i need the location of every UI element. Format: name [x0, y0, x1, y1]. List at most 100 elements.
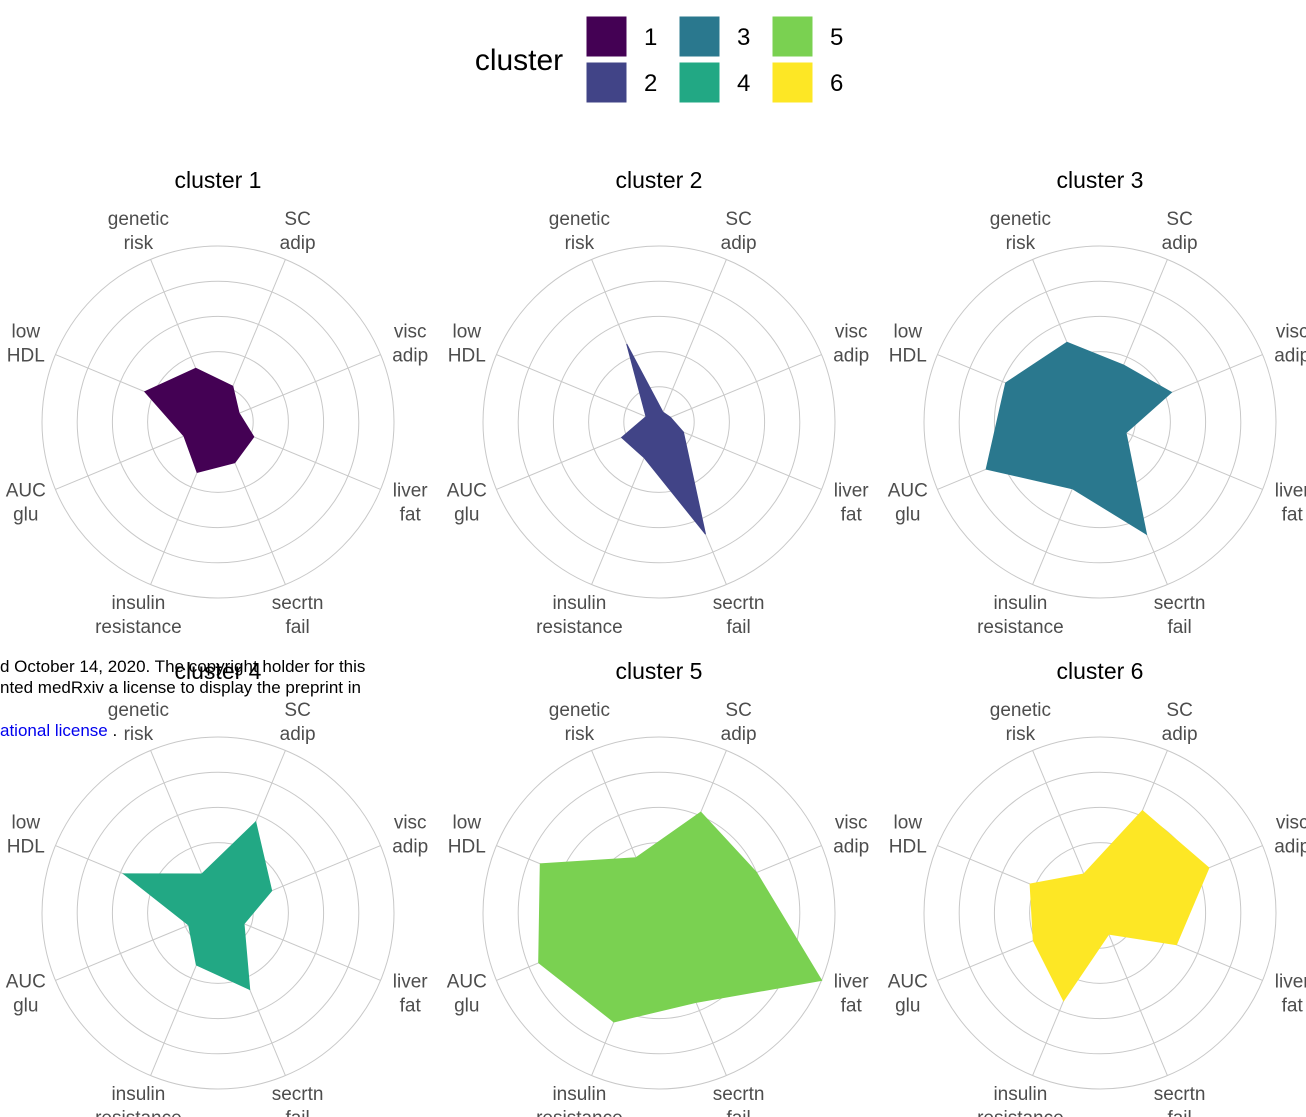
grid-ring-3: [993, 806, 1207, 1020]
legend-label-5: 5: [830, 24, 843, 51]
panel-title-cluster-5: cluster 5: [616, 658, 703, 684]
grid-ring-2: [147, 842, 289, 984]
spoke-2: [217, 354, 381, 423]
legend-swatch-3: [678, 15, 721, 58]
axis-label-7: low HDL: [7, 812, 45, 857]
axis-label-8: genetic risk: [108, 700, 169, 745]
panel-title-cluster-3: cluster 3: [1057, 167, 1144, 193]
grid-ring-4: [76, 771, 360, 1055]
axis-label-6: AUC glu: [6, 481, 46, 526]
spoke-7: [496, 354, 660, 423]
legend-swatch-2: [585, 61, 628, 104]
grid-ring-4: [958, 280, 1242, 564]
axis-label-7: low HDL: [889, 812, 927, 857]
license-link[interactable]: ational license: [0, 721, 108, 740]
grid-ring-3: [993, 315, 1207, 529]
axis-label-1: SC adip: [1162, 209, 1198, 254]
axis-label-8: genetic risk: [990, 209, 1051, 254]
axis-label-6: AUC glu: [6, 972, 46, 1017]
data-polygon-cluster-1: [143, 367, 255, 473]
spoke-2: [658, 354, 822, 423]
legend-title: cluster: [475, 44, 563, 77]
axis-label-6: AUC glu: [447, 972, 487, 1017]
overlay-text-line2: nted medRxiv a license to display the pr…: [0, 678, 361, 697]
grid-ring-4: [517, 280, 801, 564]
panel-title-cluster-4: cluster 4: [175, 658, 262, 684]
license-link-suffix: .: [107, 721, 118, 740]
axis-label-2: visc adip: [392, 812, 428, 857]
axis-label-2: visc adip: [1274, 321, 1306, 366]
axis-label-7: low HDL: [889, 321, 927, 366]
axis-label-7: low HDL: [448, 321, 486, 366]
overlay-text-line1: d October 14, 2020. The copyright holder…: [0, 657, 366, 676]
grid-ring-2: [147, 351, 289, 493]
grid-ring-4: [958, 771, 1242, 1055]
legend: cluster 1 2 3 4 5 6: [475, 15, 843, 104]
data-polygon-cluster-5: [538, 811, 823, 1023]
axis-label-2: visc adip: [833, 812, 869, 857]
spoke-3: [658, 421, 822, 490]
preprint-overlay-line3: ational license .: [0, 721, 117, 740]
axis-label-8: genetic risk: [549, 209, 610, 254]
data-polygon-cluster-4: [122, 820, 273, 991]
grid-ring-3: [111, 315, 325, 529]
grid-ring-5: [482, 736, 836, 1090]
legend-label-3: 3: [737, 24, 750, 51]
axis-label-6: AUC glu: [888, 972, 928, 1017]
panel-title-cluster-6: cluster 6: [1057, 658, 1144, 684]
grid-ring-4: [517, 771, 801, 1055]
radar-panel-1: SC adip visc adip liver fat secrtn fail insulin r…: [6, 167, 429, 638]
panel-title-cluster-1: cluster 1: [175, 167, 262, 193]
grid-ring-4: [76, 280, 360, 564]
legend-swatch-5: [771, 15, 814, 58]
axis-label-2: visc adip: [392, 321, 428, 366]
data-polygon-cluster-2: [620, 343, 706, 535]
radar-panels: SC adip visc adip liver fat secrtn fail insulin r…: [6, 167, 1306, 1117]
grid-ring-5: [923, 736, 1277, 1090]
panel-title-cluster-2: cluster 2: [616, 167, 703, 193]
spoke-4: [1099, 912, 1168, 1076]
axis-label-7: low HDL: [7, 321, 45, 366]
legend-swatch-4: [678, 61, 721, 104]
axis-label-2: visc adip: [833, 321, 869, 366]
grid-ring-3: [552, 315, 766, 529]
radar-panel-2: SC adip visc adip liver fat secrtn fail insulin r…: [447, 167, 870, 638]
grid-ring-2: [588, 351, 730, 493]
axis-label-1: SC adip: [280, 700, 316, 745]
axis-label-6: AUC glu: [888, 481, 928, 526]
grid-ring-3: [111, 806, 325, 1020]
axis-label-8: genetic risk: [549, 700, 610, 745]
axis-label-7: low HDL: [448, 812, 486, 857]
legend-swatch-1: [585, 15, 628, 58]
axis-label-8: genetic risk: [990, 700, 1051, 745]
axis-label-1: SC adip: [721, 700, 757, 745]
preprint-overlay-line1: d October 14, 2020. The copyright holder…: [0, 657, 365, 676]
grid-ring-5: [482, 245, 836, 599]
data-polygon-cluster-3: [985, 341, 1173, 536]
axis-label-2: visc adip: [1274, 812, 1306, 857]
spoke-3: [217, 912, 381, 981]
spoke-1: [658, 259, 727, 423]
grid-ring-5: [41, 245, 395, 599]
grid-ring-5: [41, 736, 395, 1090]
legend-label-4: 4: [737, 70, 750, 97]
axis-label-8: genetic risk: [108, 209, 169, 254]
